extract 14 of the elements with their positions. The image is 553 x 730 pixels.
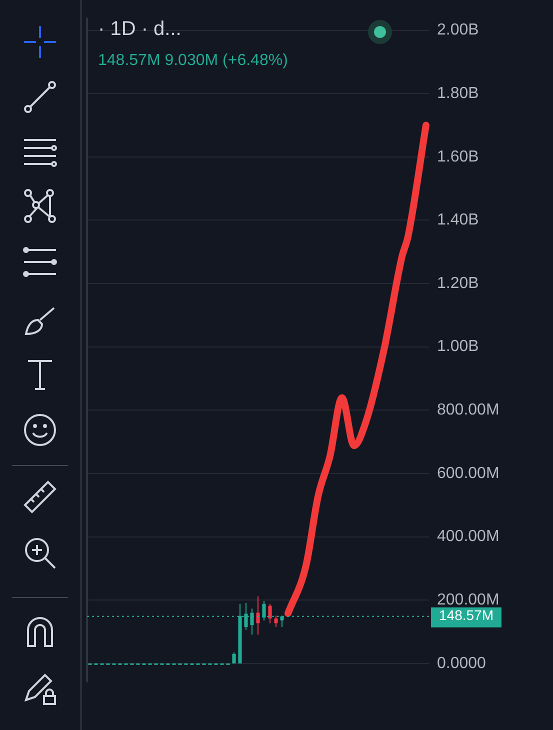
y-tick-label: 800.00M <box>437 402 500 419</box>
y-tick-label: 1.40B <box>437 212 479 229</box>
y-tick-label: 200.00M <box>437 592 500 608</box>
y-tick-label: 1.00B <box>437 338 479 356</box>
y-tick-label: 400.00M <box>437 528 500 546</box>
text: 148.57M 9.030M (+6.48%) <box>98 52 288 70</box>
ref-line-label: 148.57M <box>439 607 494 624</box>
y-tick-label: 1.80B <box>437 84 479 102</box>
y-tick-label: 1.60B <box>437 148 479 166</box>
y-tick-label: 2.00B <box>437 22 479 39</box>
y-tick-label: 0.0000 <box>437 654 486 672</box>
y-tick-label: 600.00M <box>437 464 500 482</box>
chart-title: · 1D · d... <box>98 18 182 41</box>
y-tick-label: 1.20B <box>437 274 479 292</box>
